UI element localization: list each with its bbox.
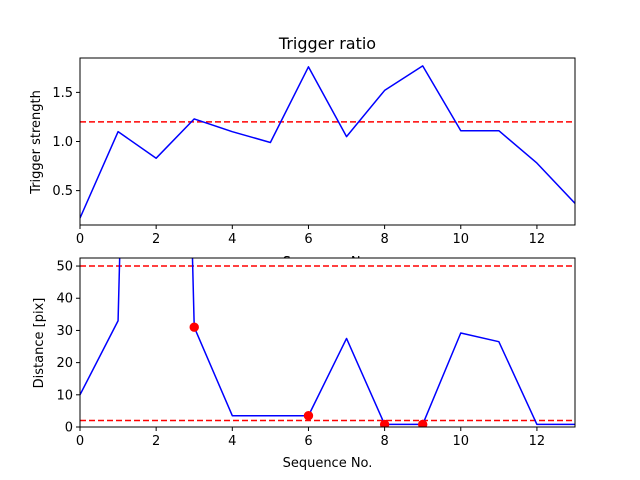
x-tick-label: 12: [529, 434, 546, 449]
x-tick-label: 2: [152, 232, 160, 247]
y-tick-label: 50: [56, 260, 73, 275]
data-point: [189, 322, 199, 332]
x-tick-label: 4: [228, 232, 236, 247]
plot-area: [80, 258, 575, 427]
y-tick-label: 1.0: [52, 135, 73, 150]
y-tick-label: 0.5: [52, 184, 73, 199]
x-tick-label: 8: [380, 232, 388, 247]
data-point: [379, 419, 390, 427]
data-point: [303, 411, 314, 421]
axes-frame: [79, 257, 576, 428]
y-axis-label: Trigger strength: [29, 90, 44, 195]
data-point: [417, 419, 428, 427]
plot-data: [80, 65, 575, 219]
y-tick-label: 40: [56, 292, 73, 307]
series-line: [80, 258, 575, 426]
x-tick-label: 4: [228, 434, 236, 449]
x-tick-label: 12: [529, 232, 546, 247]
plot-area: [80, 58, 575, 225]
y-tick-label: 0: [65, 421, 73, 436]
chart-title: Trigger ratio: [278, 34, 376, 53]
y-tick-label: 1.5: [52, 86, 73, 101]
x-tick-label: 10: [452, 232, 469, 247]
series-line: [80, 65, 575, 219]
distance-plot: Distance [pix] Sequence No. 0 2 4 6 8 10 12 0 10…: [32, 257, 576, 471]
x-axis-label: Sequence No.: [283, 456, 373, 471]
trigger-ratio-plot: Trigger ratio Trigger strength Sequence …: [29, 34, 576, 270]
y-axis-label: Distance [pix]: [32, 298, 47, 389]
x-tick-label: 10: [452, 434, 469, 449]
x-tick-label: 6: [304, 434, 312, 449]
x-tick-label: 2: [152, 434, 160, 449]
x-tick-label: 0: [76, 232, 84, 247]
plot-data: [80, 258, 575, 427]
y-tick-label: 30: [56, 324, 73, 339]
y-tick-label: 10: [56, 388, 73, 403]
x-tick-label: 0: [76, 434, 84, 449]
x-tick-label: 6: [304, 232, 312, 247]
y-tick-label: 20: [56, 356, 73, 371]
x-tick-label: 8: [380, 434, 388, 449]
